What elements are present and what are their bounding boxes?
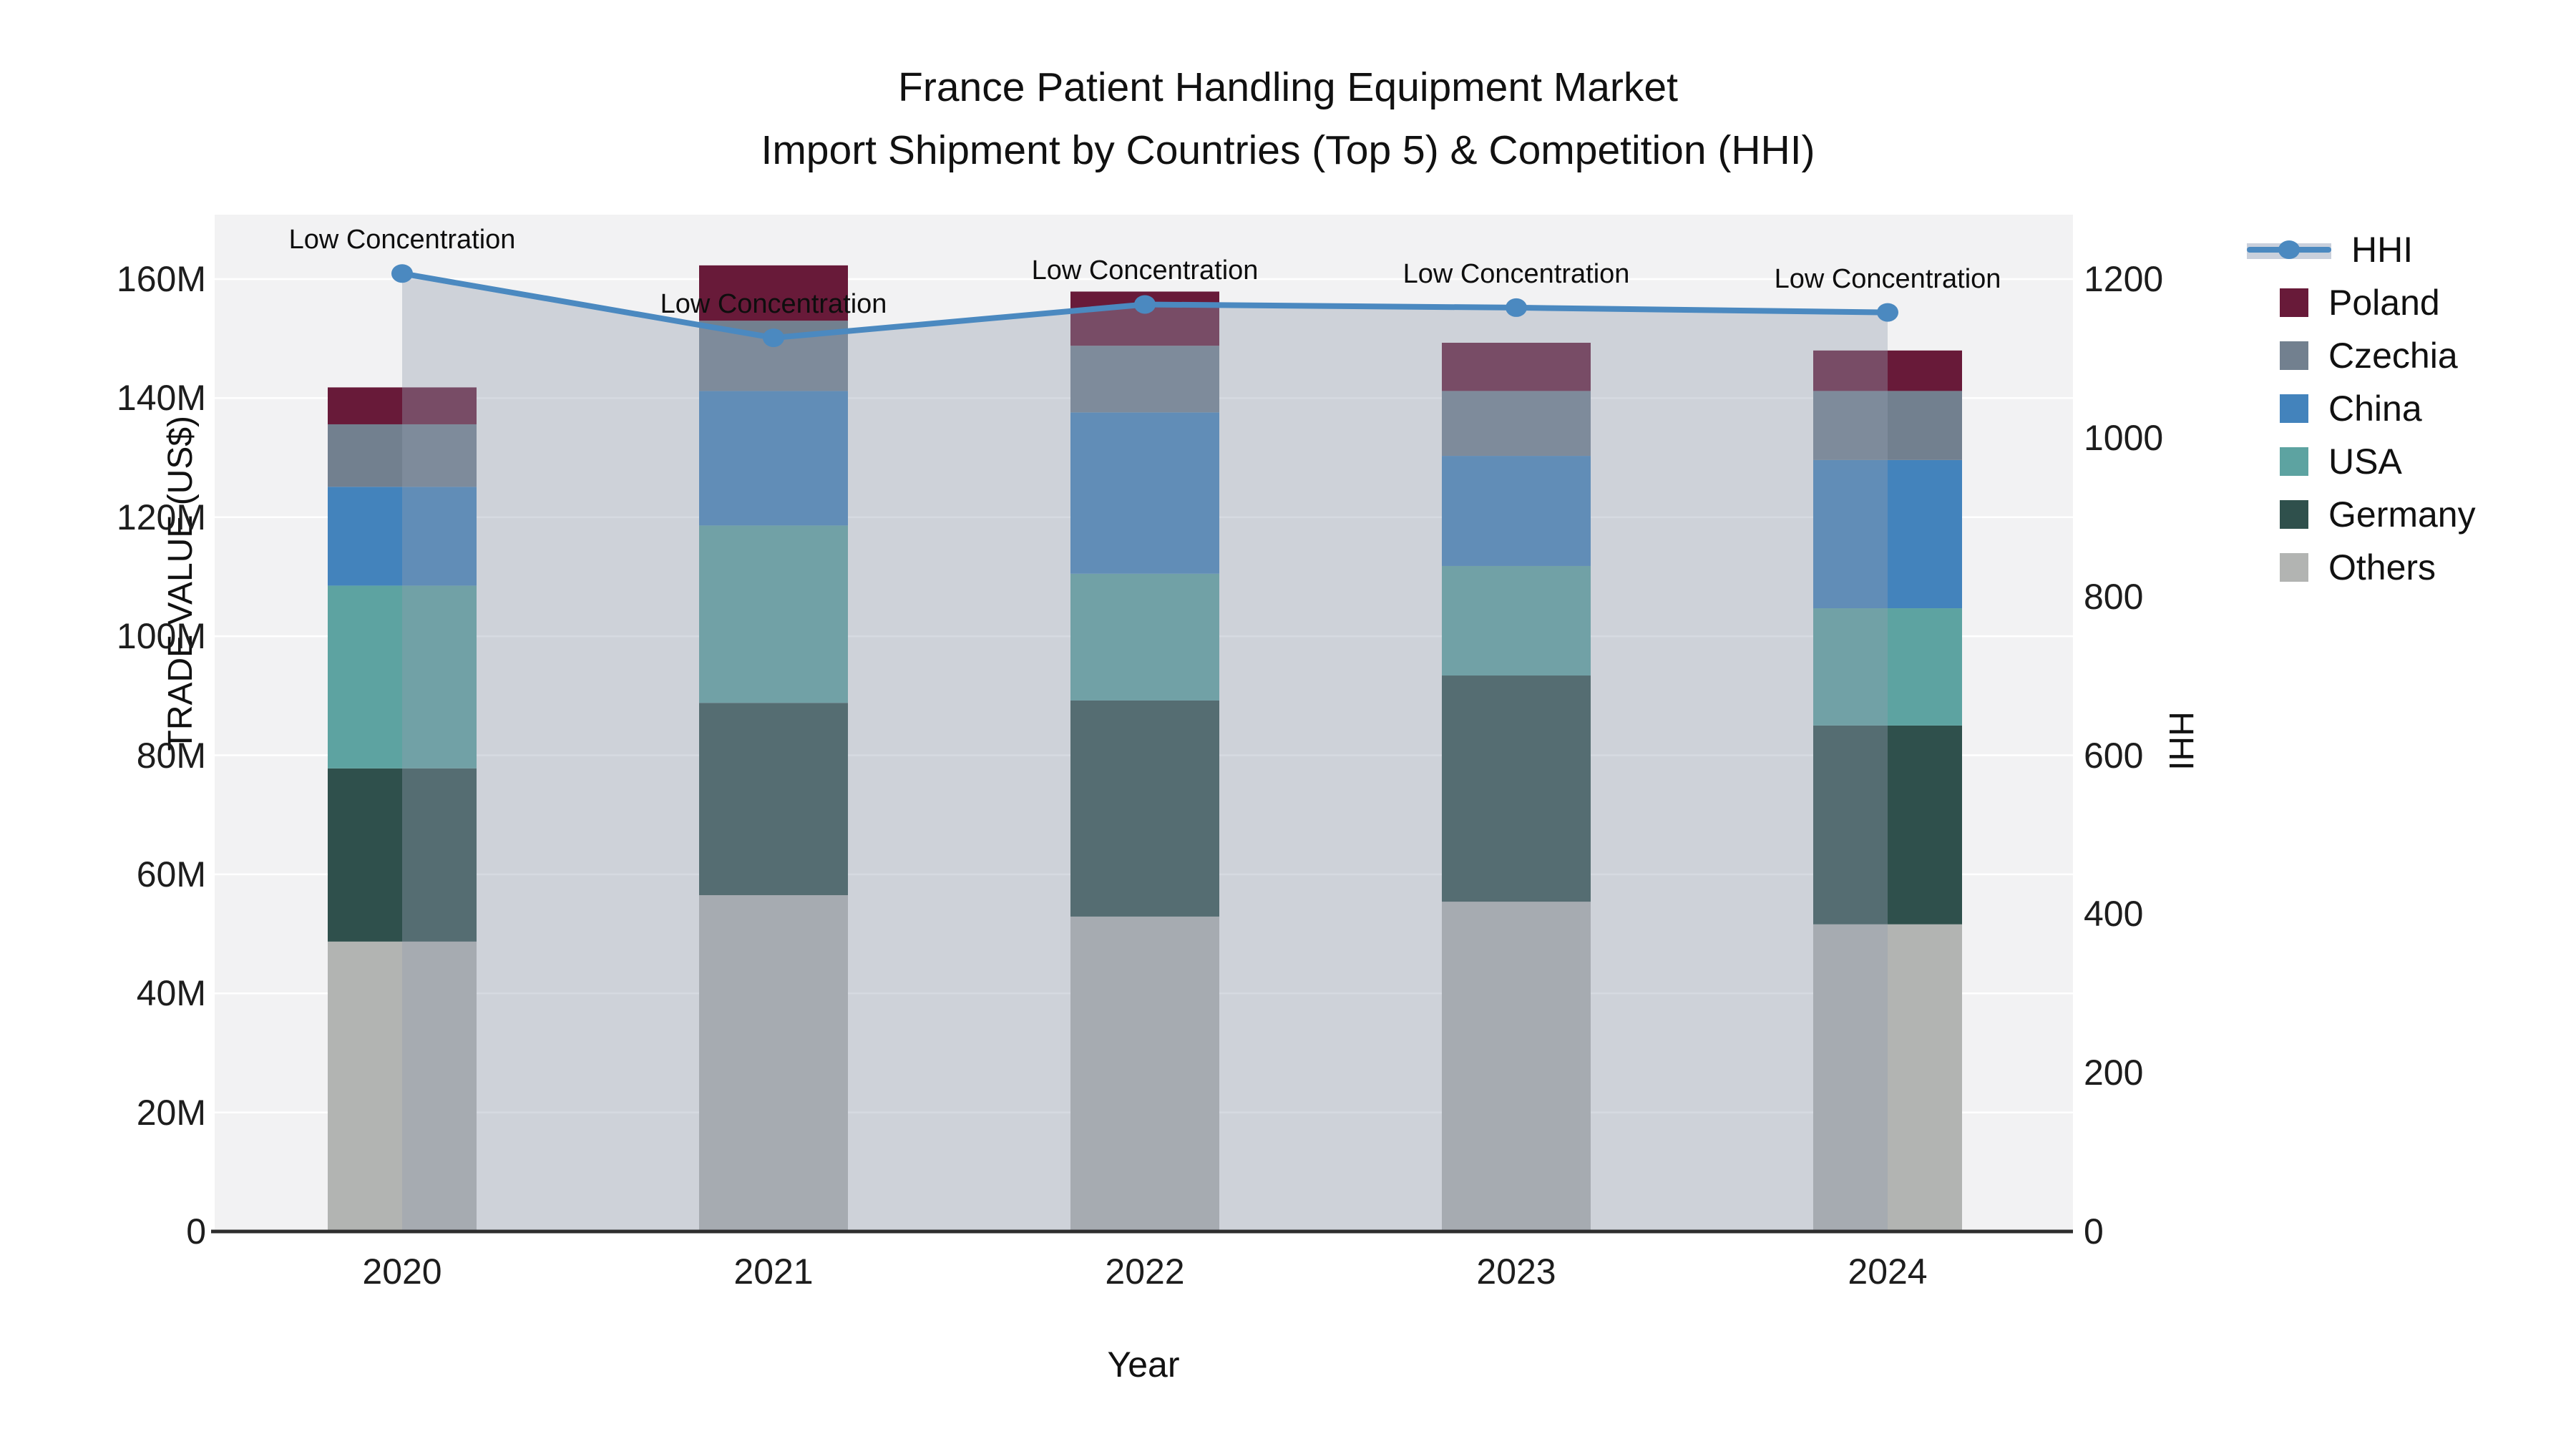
bar-segment-usa-2022 <box>1070 573 1219 701</box>
legend-item-hhi[interactable]: HHI <box>2247 223 2476 276</box>
bar-segment-others-2020 <box>328 941 477 1231</box>
y-left-tick-label: 0 <box>186 1211 206 1252</box>
bar-segment-czechia-2023 <box>1442 391 1591 457</box>
annotation-low-concentration: Low Concentration <box>1774 263 2001 294</box>
y-right-tick-label: 1200 <box>2084 259 2164 299</box>
bar-segment-usa-2020 <box>328 585 477 769</box>
y-right-tick-label: 400 <box>2084 894 2144 935</box>
x-tick-label: 2023 <box>1476 1252 1556 1292</box>
y-left-tick-label: 160M <box>116 259 206 299</box>
legend-swatch-usa <box>2280 447 2308 476</box>
legend-item-usa[interactable]: USA <box>2247 435 2476 488</box>
y-right-tick-label: 600 <box>2084 735 2144 776</box>
y-left-tick-label: 40M <box>136 973 206 1014</box>
x-tick-label: 2022 <box>1105 1252 1185 1292</box>
bar-segment-poland-2023 <box>1442 343 1591 391</box>
y-left-tick-label: 20M <box>136 1092 206 1133</box>
hhi-marker <box>1877 303 1898 322</box>
legend-label-germany: Germany <box>2328 494 2476 535</box>
y-right-axis-title: HHI <box>2161 711 2200 771</box>
bar-segment-germany-2024 <box>1813 725 1962 924</box>
y-left-tick-label: 80M <box>136 735 206 776</box>
annotation-low-concentration: Low Concentration <box>1402 258 1630 289</box>
bar-segment-germany-2020 <box>328 768 477 942</box>
legend-label-china: China <box>2328 389 2422 429</box>
chart-title: France Patient Handling Equipment Market… <box>761 56 1815 182</box>
legend-swatch-czechia <box>2280 341 2308 370</box>
bar-segment-others-2022 <box>1070 916 1219 1231</box>
legend-item-others[interactable]: Others <box>2247 541 2476 594</box>
bar-segment-czechia-2024 <box>1813 391 1962 460</box>
legend-item-poland[interactable]: Poland <box>2247 276 2476 329</box>
legend-item-germany[interactable]: Germany <box>2247 488 2476 541</box>
bar-segment-usa-2024 <box>1813 608 1962 726</box>
bar-segment-germany-2023 <box>1442 675 1591 902</box>
legend-item-czechia[interactable]: Czechia <box>2247 329 2476 382</box>
legend-label-czechia: Czechia <box>2328 336 2458 376</box>
bar-segment-china-2024 <box>1813 459 1962 609</box>
legend-swatch-germany <box>2280 500 2308 529</box>
y-left-tick-label: 140M <box>116 378 206 419</box>
chart-title-line1: France Patient Handling Equipment Market <box>898 64 1678 110</box>
annotation-low-concentration: Low Concentration <box>660 289 887 320</box>
chart-title-line2: Import Shipment by Countries (Top 5) & C… <box>761 127 1815 174</box>
x-axis-title: Year <box>1107 1345 1180 1385</box>
y-right-tick-label: 200 <box>2084 1053 2144 1093</box>
y-left-axis-title: TRADE VALUE (US$) <box>161 415 200 751</box>
bar-segment-usa-2023 <box>1442 565 1591 676</box>
hhi-marker <box>1506 298 1527 317</box>
x-tick-label: 2024 <box>1848 1252 1928 1292</box>
bar-segment-poland-2021 <box>699 265 848 321</box>
legend-label-usa: USA <box>2328 441 2402 482</box>
bar-segment-china-2023 <box>1442 456 1591 566</box>
bar-segment-others-2024 <box>1813 924 1962 1231</box>
legend-label-hhi: HHI <box>2351 230 2414 270</box>
y-right-tick-label: 0 <box>2084 1211 2104 1252</box>
legend: HHI Poland Czechia China USA Germany Others <box>2247 223 2476 594</box>
bar-segment-others-2021 <box>699 894 848 1231</box>
legend-swatch-poland <box>2280 288 2308 317</box>
y-right-tick-label: 800 <box>2084 576 2144 617</box>
legend-label-poland: Poland <box>2328 283 2440 323</box>
bar-segment-china-2021 <box>699 391 848 526</box>
bar-segment-poland-2024 <box>1813 350 1962 391</box>
legend-item-china[interactable]: China <box>2247 382 2476 435</box>
y-left-tick-label: 120M <box>116 497 206 537</box>
hhi-marker <box>763 328 784 348</box>
bar-segment-germany-2022 <box>1070 700 1219 917</box>
hhi-marker <box>391 264 413 283</box>
bar-segment-usa-2021 <box>699 525 848 703</box>
y-right-tick-label: 1000 <box>2084 417 2164 458</box>
legend-label-others: Others <box>2328 547 2436 587</box>
hhi-area-fill <box>402 273 1888 1231</box>
bar-segment-czechia-2020 <box>328 424 477 487</box>
bar-segment-china-2022 <box>1070 412 1219 574</box>
bar-segment-poland-2020 <box>328 387 477 424</box>
hhi-marker <box>1134 295 1156 314</box>
legend-swatch-others <box>2280 553 2308 582</box>
bar-segment-china-2020 <box>328 487 477 586</box>
x-tick-label: 2020 <box>362 1252 442 1292</box>
y-left-tick-label: 60M <box>136 854 206 894</box>
y-left-tick-label: 100M <box>116 616 206 657</box>
annotation-low-concentration: Low Concentration <box>1031 255 1259 286</box>
x-tick-label: 2021 <box>733 1252 814 1292</box>
bar-segment-germany-2021 <box>699 703 848 895</box>
legend-swatch-china <box>2280 394 2308 423</box>
hhi-line-legend-sample-icon <box>2247 235 2331 264</box>
bar-segment-others-2023 <box>1442 902 1591 1231</box>
hhi-marker-icon <box>2278 240 2300 259</box>
bar-segment-czechia-2022 <box>1070 346 1219 413</box>
annotation-low-concentration: Low Concentration <box>288 225 516 255</box>
